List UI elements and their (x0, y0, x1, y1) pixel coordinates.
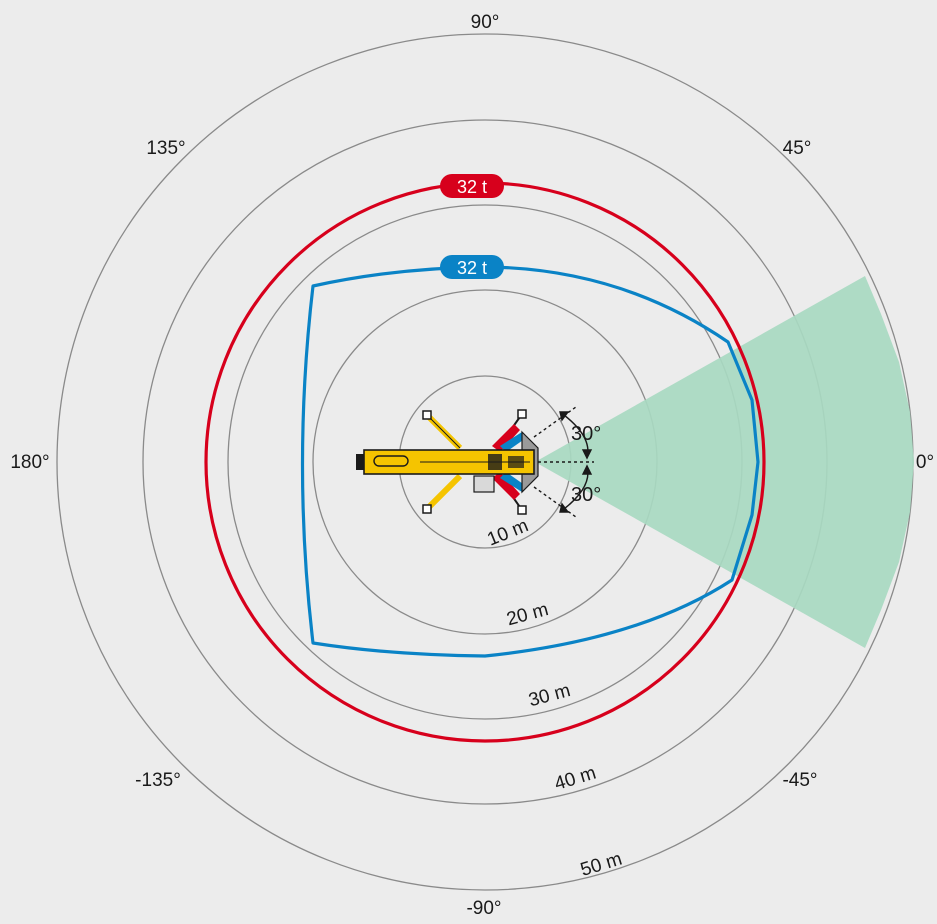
badge-red: 32 t (440, 174, 504, 198)
badge-blue-label: 32 t (457, 258, 487, 278)
distance-label-20m: 20 m (504, 599, 550, 630)
badge-blue: 32 t (440, 255, 504, 279)
sector-dimension-lines (533, 406, 594, 518)
badge-red-label: 32 t (457, 177, 487, 197)
angle-label-minus-45: -45° (782, 770, 817, 791)
crane-top-view (356, 409, 539, 515)
angle-label-90: 90° (471, 12, 500, 33)
distance-label-40m: 40 m (552, 763, 599, 795)
working-sector (535, 276, 914, 648)
angle-label-minus-90: -90° (466, 898, 501, 919)
sector-lower-angle: 30° (571, 484, 601, 506)
distance-label-50m: 50 m (578, 849, 625, 881)
angle-label-45: 45° (783, 138, 812, 159)
angle-label-0: 0° (916, 452, 934, 473)
angle-label-minus-135: -135° (135, 770, 181, 791)
angle-label-180: 180° (10, 452, 49, 473)
angle-label-135: 135° (146, 138, 185, 159)
sector-upper-angle: 30° (571, 423, 601, 445)
